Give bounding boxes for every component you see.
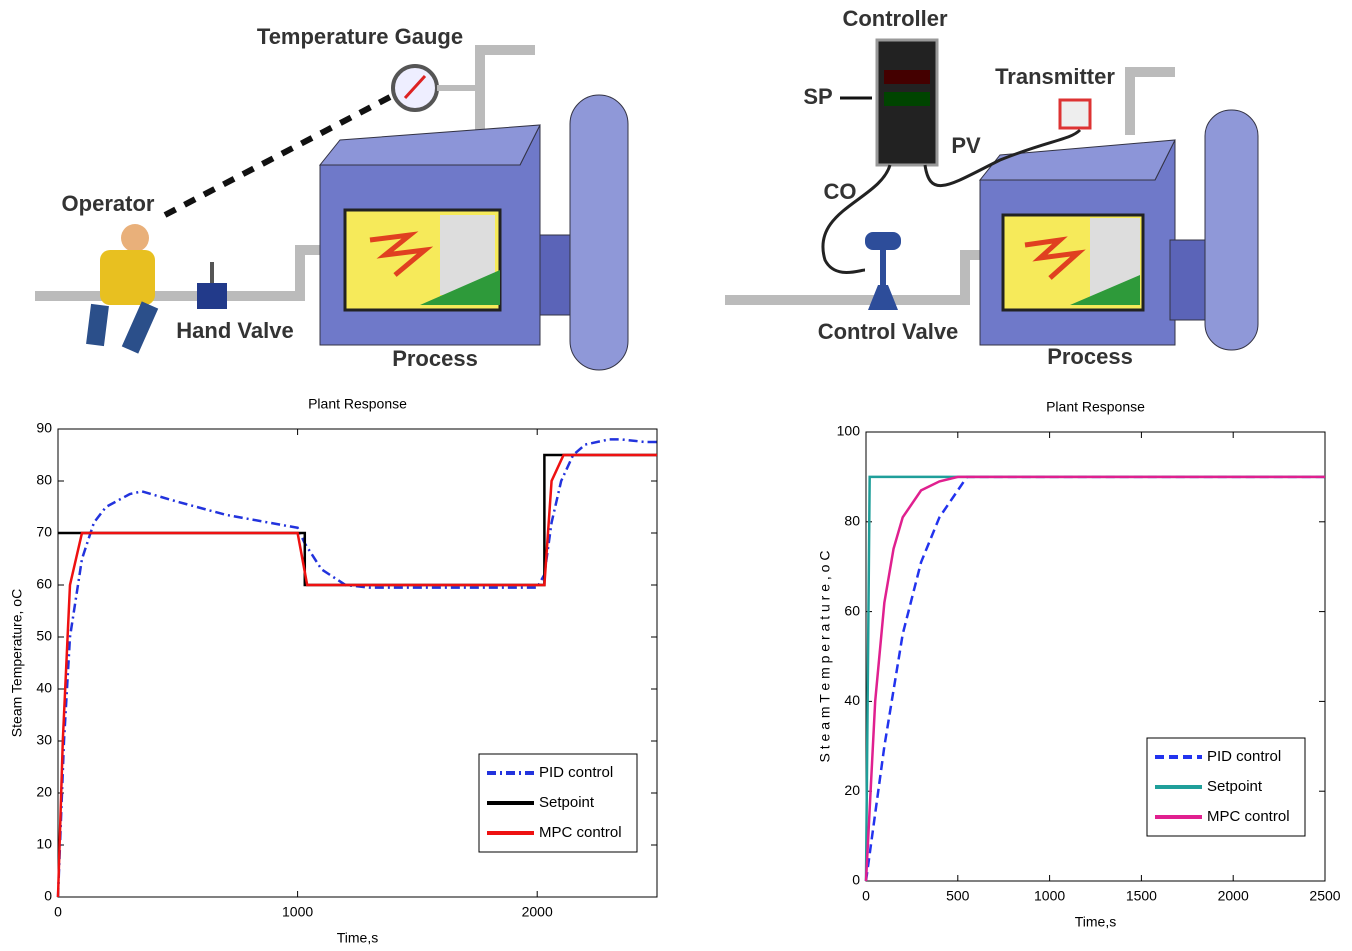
x-tick-label: 500 [946,888,970,904]
y-axis-label: S t e a m T e m p e r a t u r e , o C [817,551,833,763]
series-line [864,475,1325,882]
legend-label: PID control [1207,748,1281,765]
y-tick-label: 10 [36,836,52,852]
series-line [56,453,657,898]
pipe [1125,67,1175,135]
y-tick-label: 0 [852,872,860,888]
x-tick-label: 2500 [1309,888,1340,904]
grate [1070,275,1140,305]
pipe [725,250,980,305]
label: Process [392,346,478,371]
y-tick-label: 100 [837,423,861,439]
label: Hand Valve [176,318,293,343]
y-tick-label: 30 [36,732,52,748]
y-tick-label: 80 [844,513,860,529]
column [1204,109,1259,351]
x-tick-label: 0 [54,904,62,920]
legend-label: Setpoint [1207,778,1263,795]
actuator [865,232,901,250]
operator-head [121,224,149,252]
series-line [864,475,1325,882]
flame [1024,236,1086,280]
connector [1169,239,1206,321]
column [569,94,629,371]
display [884,70,930,84]
chart-title: Plant Response [308,396,407,412]
label: CO [824,179,857,204]
x-axis-label: Time,s [1075,914,1116,930]
pv-wire [923,128,1082,187]
y-tick-label: 70 [36,524,52,540]
legend-label: PID control [539,764,613,781]
series-line [58,453,657,587]
x-tick-label: 1000 [282,904,313,920]
label: Transmitter [995,64,1115,89]
roof [318,124,541,166]
legend-label: MPC control [539,824,622,841]
label: Process [1047,344,1133,369]
series-line [56,438,657,898]
y-tick-label: 60 [36,576,52,592]
x-axis-label: Time,s [337,930,378,946]
co-wire [821,164,892,274]
y-tick-label: 20 [844,782,860,798]
y-tick-label: 80 [36,472,52,488]
label: Operator [62,191,155,216]
transmitter [1058,98,1092,130]
flame [369,231,434,277]
automatic-diagram: Controller SP Transmitter PV CO Control … [725,6,1259,369]
label: Control Valve [818,319,959,344]
y-tick-label: 90 [36,420,52,436]
x-tick-label: 0 [862,888,870,904]
control-valve [868,285,898,310]
pipe [35,245,320,301]
grate [420,270,500,305]
x-tick-label: 2000 [522,904,553,920]
legend-label: Setpoint [539,794,595,811]
label: PV [951,133,981,158]
y-tick-label: 20 [36,784,52,800]
y-tick-label: 40 [844,692,860,708]
connector [539,234,571,316]
x-tick-label: 2000 [1218,888,1249,904]
x-tick-label: 1500 [1126,888,1157,904]
y-tick-label: 40 [36,680,52,696]
label: SP [803,84,832,109]
manual-diagram: Temperature Gauge Operator Hand Valve Pr… [35,24,629,371]
gauge-needle [403,74,427,100]
legend-label: MPC control [1207,808,1290,825]
label: Temperature Gauge [257,24,463,49]
y-tick-label: 60 [844,602,860,618]
display [884,92,930,106]
hand-valve [197,283,227,309]
plot-area [57,428,658,898]
label: Controller [842,6,948,31]
pipe [475,45,535,130]
chart-title: Plant Response [1046,399,1145,415]
x-tick-label: 1000 [1034,888,1065,904]
y-axis-label: Steam Temperature, oC [9,589,25,737]
plot-area [865,431,1326,882]
y-tick-label: 50 [36,628,52,644]
y-tick-label: 0 [44,888,52,904]
operator-body [100,250,155,305]
operator-legs [86,301,159,354]
roof [978,139,1176,181]
